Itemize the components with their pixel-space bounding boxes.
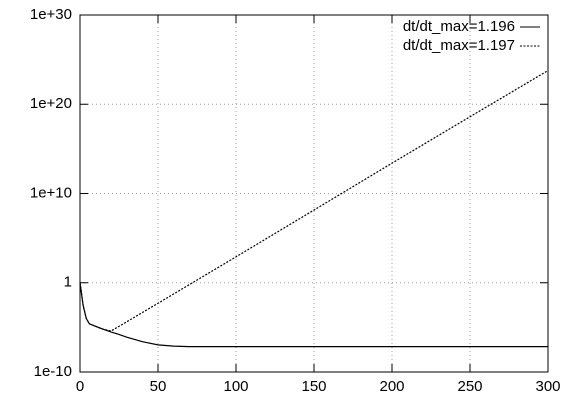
line (79, 282, 548, 348)
x-tick-label: 250 (457, 378, 482, 395)
x-tick-label: 200 (379, 378, 404, 395)
legend-label: dt/dt_max=1.197 (403, 37, 515, 54)
y-tick-label: 1 (64, 274, 72, 291)
x-tick-label: 0 (76, 378, 84, 395)
plot-frame (79, 14, 549, 373)
x-tick-label: 300 (535, 378, 560, 395)
line (79, 70, 549, 332)
x-tick-label: 150 (301, 378, 326, 395)
x-tick-label: 100 (223, 378, 248, 395)
x-tick-label: 50 (150, 378, 167, 395)
y-tick-label: 1e+10 (30, 184, 72, 201)
y-tick-label: 1e-10 (34, 363, 72, 380)
y-tick-label: 1e+20 (30, 95, 72, 112)
legend-label: dt/dt_max=1.196 (403, 18, 515, 35)
y-tick-label: 1e+30 (30, 6, 72, 23)
